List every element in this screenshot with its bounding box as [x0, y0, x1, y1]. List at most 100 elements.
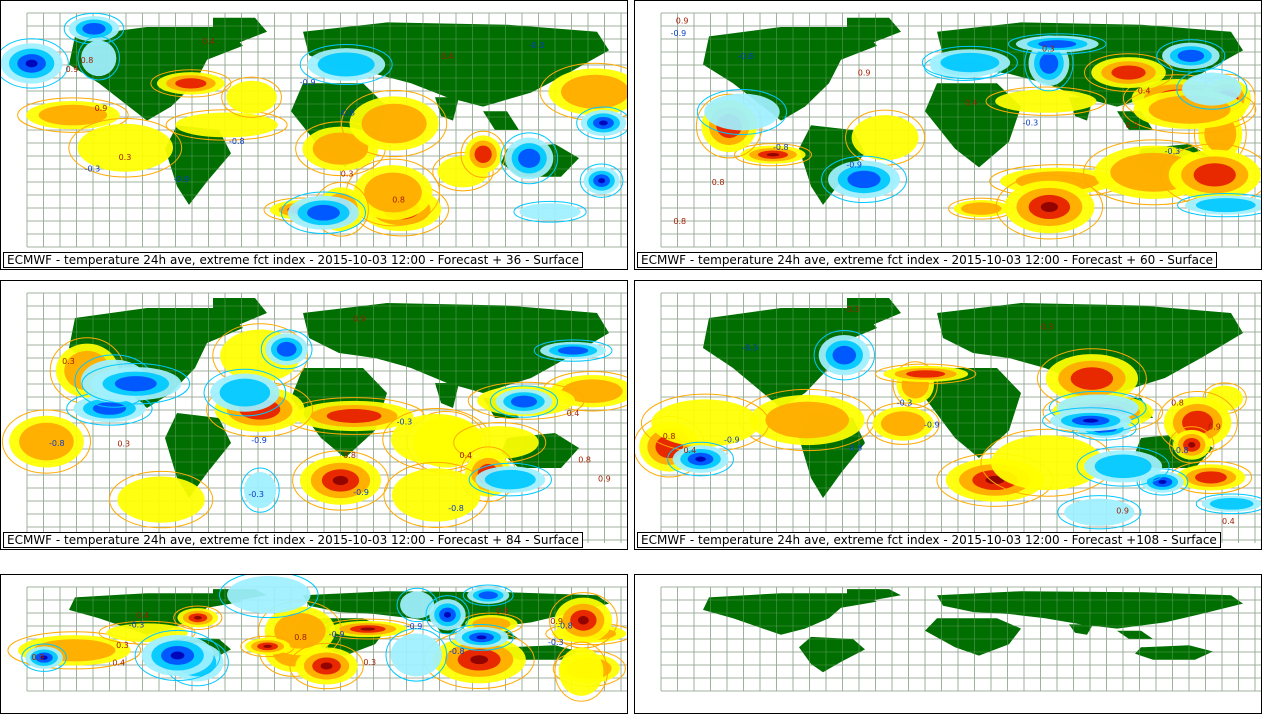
anomaly-blob — [385, 628, 448, 682]
landmass — [799, 125, 865, 205]
anomaly-blob — [640, 393, 770, 453]
anomaly-fields — [1, 323, 627, 529]
map-canvas: 0.80.80.90.9-0.8-0.8-0.9-0.90.30.3-0.3-0… — [660, 12, 1261, 248]
contour-label: -0.3 — [897, 399, 913, 408]
land-grid — [26, 12, 627, 248]
contour-label: 0.3 — [117, 440, 130, 449]
contour-label: 0.4 — [1222, 517, 1235, 526]
contour-label: -0.9 — [924, 420, 940, 429]
contour-label: -0.8 — [773, 143, 789, 152]
contour-label: 0.8 — [81, 56, 94, 65]
anomaly-blob — [134, 629, 221, 682]
map-layers: 0.80.80.90.9-0.8-0.8-0.9-0.90.30.3-0.3-0… — [660, 12, 1261, 248]
anomaly-blob — [321, 618, 415, 640]
landmass — [847, 17, 901, 44]
anomaly-blob — [460, 130, 506, 178]
contour-label: 0.8 — [392, 196, 405, 205]
contour-label: 0.8 — [712, 178, 725, 187]
contour-label: -0.9 — [407, 622, 423, 631]
landmass — [435, 383, 459, 408]
map-canvas: 0.80.80.90.9-0.8-0.8-0.9-0.90.30.3-0.3-0… — [7, 575, 627, 702]
contour-label: 0.8 — [578, 455, 591, 464]
landmass — [799, 636, 865, 673]
panel-caption: ECMWF - temperature 24h ave, extreme fct… — [637, 252, 1217, 268]
contour-label: -0.9 — [329, 630, 345, 639]
contour-label: 0.4 — [112, 658, 125, 667]
contour-label: 0.8 — [1171, 399, 1184, 408]
anomaly-blob — [821, 155, 907, 204]
contour-label: -0.3 — [529, 41, 545, 50]
contour-label: -0.9 — [174, 175, 190, 184]
map-panel-empty — [634, 574, 1262, 714]
anomaly-fields — [635, 330, 1261, 530]
landmass — [925, 618, 1021, 656]
contour-label: -0.3 — [742, 344, 758, 353]
anomaly-blob — [1, 38, 69, 89]
contour-label: 0.9 — [676, 16, 689, 25]
contour-label: -0.3 — [129, 621, 145, 630]
contour-labels: 0.80.80.90.9-0.8-0.8-0.9-0.90.30.3-0.3-0… — [671, 16, 1181, 226]
anomaly-blob — [554, 641, 609, 702]
anomaly-blob — [289, 642, 364, 690]
land-masses — [703, 589, 1243, 673]
contour-label: -0.9 — [846, 161, 862, 170]
anomaly-blob — [449, 624, 514, 651]
landmass — [1069, 624, 1093, 635]
contour-label: 0.9 — [1208, 422, 1221, 431]
contour-label: -0.8 — [49, 439, 65, 448]
anomaly-blob — [345, 158, 441, 227]
contour-label: 0.9 — [1116, 507, 1129, 516]
anomaly-blob — [579, 163, 624, 198]
anomaly-blob — [221, 76, 282, 118]
contour-label: -0.3 — [397, 418, 413, 427]
contour-label: 0.8 — [673, 217, 686, 226]
contour-label: -0.3 — [248, 490, 264, 499]
landmass — [1117, 630, 1153, 639]
contour-labels: 0.80.80.90.9-0.8-0.8-0.9-0.90.30.3-0.3-0… — [32, 607, 573, 668]
landmass — [925, 368, 1021, 458]
anomaly-blob — [77, 35, 120, 81]
contour-label: -0.9 — [724, 436, 740, 445]
contour-label: 0.4 — [202, 37, 215, 46]
panel-caption: ECMWF - temperature 24h ave, extreme fct… — [637, 532, 1221, 548]
anomaly-blob — [513, 200, 587, 223]
anomaly-blob — [260, 329, 313, 370]
anomaly-blob — [813, 330, 875, 381]
contour-label: -0.8 — [448, 504, 464, 513]
contour-label: 0.4 — [684, 446, 697, 455]
contour-label: -0.3 — [1023, 119, 1039, 128]
landmass — [847, 298, 901, 326]
contour-label: 0.3 — [363, 658, 376, 667]
anomaly-blob — [985, 86, 1107, 116]
landmass — [1135, 645, 1213, 660]
anomaly-blob — [1169, 460, 1253, 494]
anomaly-blob — [173, 605, 223, 631]
anomaly-blob — [468, 462, 552, 497]
map-layers: 0.80.80.90.9-0.8-0.8-0.9-0.90.30.3-0.3-0… — [1, 292, 627, 543]
anomaly-blob — [539, 62, 627, 121]
anomaly-fields — [695, 33, 1261, 240]
map-layers: 0.80.80.90.9-0.8-0.8-0.9-0.90.30.3-0.3-0… — [7, 575, 627, 702]
contour-label: 0.3 — [1042, 44, 1055, 53]
contour-labels: 0.80.80.90.9-0.8-0.8-0.9-0.90.30.3-0.3-0… — [49, 315, 611, 513]
anomaly-blob — [295, 121, 386, 177]
anomaly-blob — [739, 388, 876, 452]
contour-label: 0.3 — [1126, 121, 1139, 130]
contour-label: 0.9 — [858, 69, 871, 78]
anomaly-blob — [866, 402, 940, 445]
map-layers — [660, 586, 1261, 692]
anomaly-blob — [81, 362, 191, 405]
anomaly-blob — [921, 45, 1018, 80]
anomaly-blob — [549, 592, 618, 649]
anomaly-blob — [423, 630, 535, 689]
contour-label: 0.3 — [119, 153, 132, 162]
map-canvas — [660, 586, 1261, 692]
land-grid — [660, 586, 1261, 692]
contour-label: 0.3 — [847, 305, 860, 314]
anomaly-blob — [1156, 39, 1226, 73]
anomaly-blob — [1195, 493, 1261, 515]
anomaly-blob — [533, 339, 613, 362]
anomaly-fields — [7, 575, 627, 702]
map-panel-fc108: 0.8 0.8 0.9 0.9 -0.8 -0.8 -0.9 -0.9 0.3 0.3 -0.3 -0… — [634, 280, 1262, 550]
contour-label: -0.8 — [738, 52, 754, 61]
